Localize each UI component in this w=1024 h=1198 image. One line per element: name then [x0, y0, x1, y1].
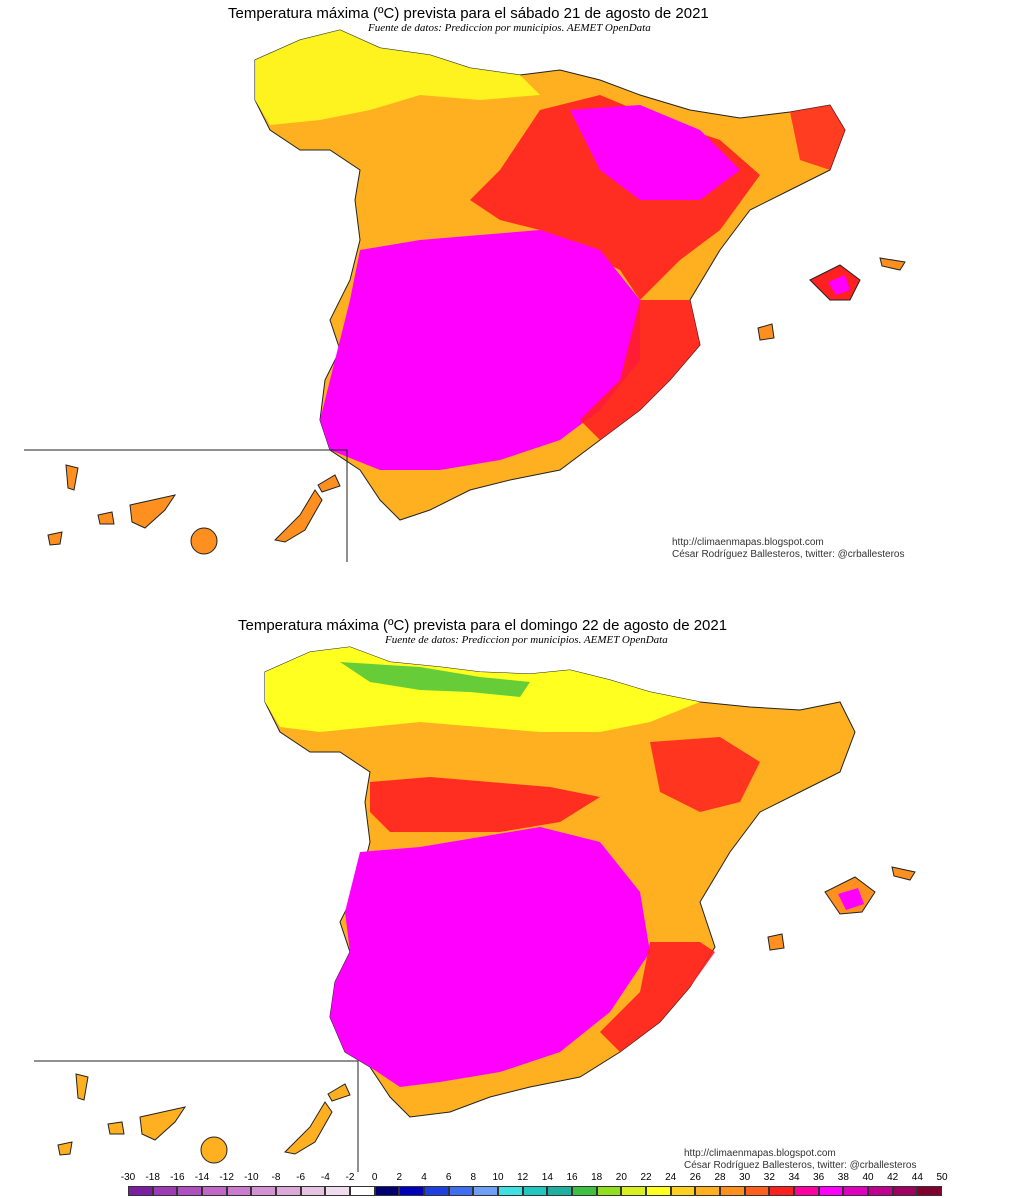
legend-swatch [202, 1186, 227, 1196]
legend-swatch [646, 1186, 671, 1196]
legend-swatch [572, 1186, 597, 1196]
legend-label: 24 [665, 1172, 677, 1183]
legend-label: 34 [788, 1172, 800, 1183]
legend-label: 16 [566, 1172, 578, 1183]
legend-label: 10 [492, 1172, 504, 1183]
legend-swatch [892, 1186, 918, 1196]
legend-label: -16 [170, 1172, 185, 1183]
legend-label: 40 [862, 1172, 874, 1183]
legend-label: -12 [219, 1172, 234, 1183]
legend-swatch [547, 1186, 572, 1196]
legend-swatch [448, 1186, 474, 1196]
legend-label: 20 [615, 1172, 627, 1183]
legend-label: -30 [120, 1172, 136, 1183]
legend-label: 22 [640, 1172, 652, 1183]
legend-label: -8 [271, 1172, 281, 1183]
credit-author: César Rodríguez Ballesteros, twitter: @c… [684, 1160, 917, 1171]
legend-swatch [276, 1186, 301, 1196]
legend-label: 18 [591, 1172, 603, 1183]
legend-label: 30 [739, 1172, 751, 1183]
legend-label: 44 [911, 1172, 923, 1183]
legend-label: 2 [396, 1172, 403, 1183]
legend-label: -18 [145, 1172, 160, 1183]
legend-label: -10 [244, 1172, 259, 1183]
legend-label: 26 [689, 1172, 701, 1183]
legend-swatch [498, 1186, 523, 1196]
spain-map-saturday [24, 29, 906, 562]
map-panel-sunday: Temperatura máxima (ºC) prevista para el… [0, 612, 1024, 1172]
legend-label: 36 [813, 1172, 825, 1183]
legend-label: -2 [345, 1172, 355, 1183]
legend-swatch [374, 1186, 400, 1196]
legend-swatch [300, 1186, 326, 1196]
legend-swatch [251, 1186, 276, 1196]
legend-swatch [226, 1186, 252, 1196]
legend-label: -6 [296, 1172, 306, 1183]
legend-label: 42 [887, 1172, 899, 1183]
legend-swatch [744, 1186, 770, 1196]
map-source: Fuente de datos: Prediccion por municipi… [385, 634, 668, 646]
legend-swatch [720, 1186, 745, 1196]
legend-label: 8 [470, 1172, 477, 1183]
map-title: Temperatura máxima (ºC) prevista para el… [228, 5, 709, 22]
credit-author: César Rodríguez Ballesteros, twitter: @c… [672, 549, 905, 560]
legend-swatch [325, 1186, 350, 1196]
legend-label: 6 [445, 1172, 452, 1183]
legend-swatch [818, 1186, 844, 1196]
legend-swatch [152, 1186, 178, 1196]
map-source: Fuente de datos: Prediccion por municipi… [368, 22, 651, 34]
legend-label: 0 [371, 1172, 378, 1183]
legend-label: 32 [763, 1172, 775, 1183]
map-panel-saturday: Temperatura máxima (ºC) prevista para el… [0, 0, 1024, 590]
legend-swatch [473, 1186, 498, 1196]
legend-swatch [670, 1186, 696, 1196]
legend-swatch [695, 1186, 720, 1196]
map-title: Temperatura máxima (ºC) prevista para el… [238, 617, 728, 634]
legend-label: -14 [194, 1172, 210, 1183]
legend-swatch [596, 1186, 622, 1196]
legend-label: 14 [541, 1172, 553, 1183]
legend-swatch [794, 1186, 819, 1196]
legend-swatch [522, 1186, 548, 1196]
spain-map-sunday [34, 646, 916, 1172]
legend-swatch [424, 1186, 449, 1196]
legend-swatch [843, 1186, 868, 1196]
legend-swatch [621, 1186, 646, 1196]
legend-label: 12 [517, 1172, 529, 1183]
legend-swatch [177, 1186, 202, 1196]
legend-swatch [917, 1186, 942, 1196]
legend-label: 28 [714, 1172, 726, 1183]
legend-swatch [350, 1186, 375, 1196]
legend-swatch [868, 1186, 893, 1196]
credit-url[interactable]: http://climaenmapas.blogspot.com [672, 537, 824, 548]
legend-swatch [399, 1186, 424, 1196]
legend-label: -4 [320, 1172, 330, 1183]
legend-swatch [769, 1186, 794, 1196]
credit-url[interactable]: http://climaenmapas.blogspot.com [684, 1148, 836, 1159]
legend-label: 38 [837, 1172, 849, 1183]
legend-swatch [128, 1186, 153, 1196]
color-legend: -30 -18 -16 -14 -12 -10 -8 -6 -4 -2 0 2 4 6 8 10 12 14 16 1… [0, 1172, 1024, 1198]
legend-label: 4 [421, 1172, 427, 1183]
legend-label: 50 [936, 1172, 948, 1183]
